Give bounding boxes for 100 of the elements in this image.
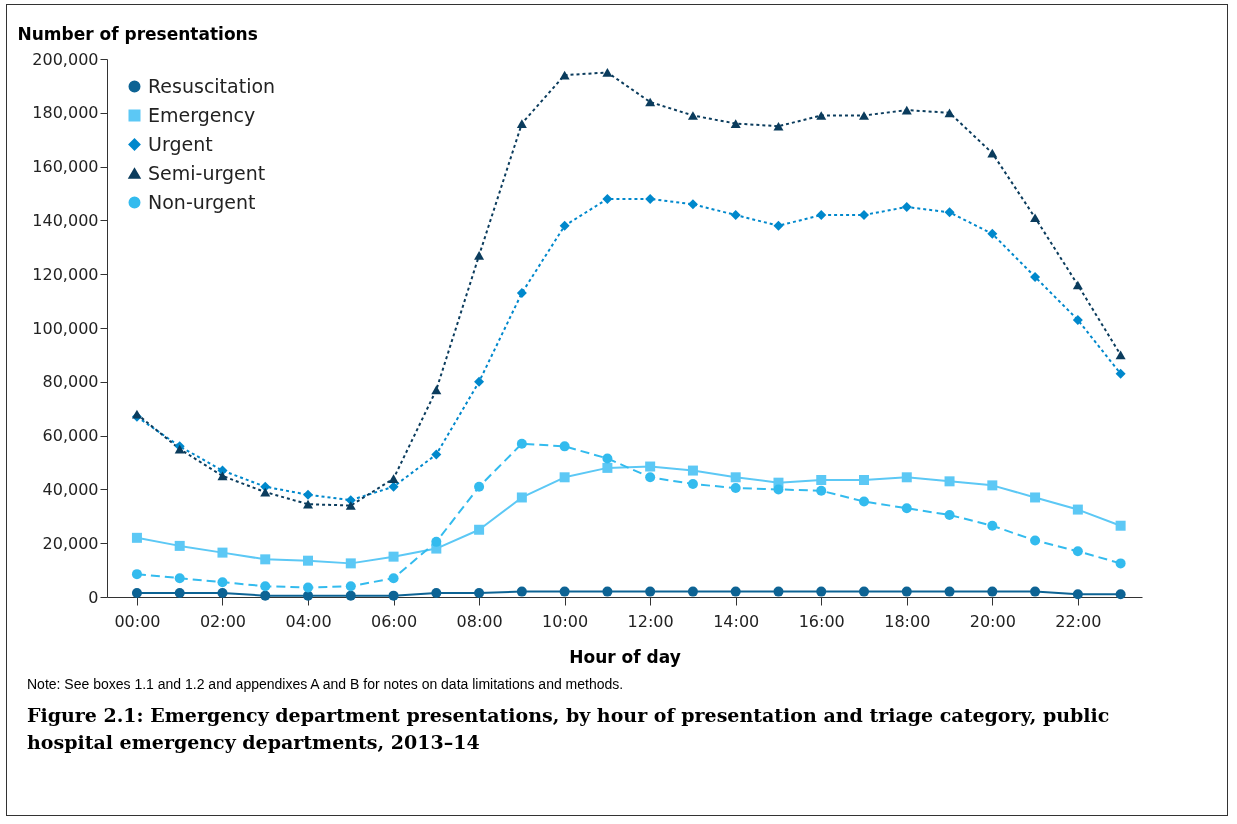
point (174, 573, 185, 584)
x-axis-title: Hour of day (569, 646, 681, 667)
point (174, 540, 185, 551)
y-tick-label: 200,000 (32, 49, 99, 69)
point (859, 111, 869, 120)
x-tick-label: 06:00 (370, 611, 418, 631)
point (1072, 280, 1083, 290)
point (303, 489, 314, 500)
point (345, 590, 356, 601)
legend-label: Emergency (148, 103, 256, 126)
point (944, 108, 955, 118)
point (687, 586, 698, 597)
y-axis-title: Number of presentations (17, 23, 258, 44)
legend-label: Non-urgent (148, 190, 256, 213)
point (516, 119, 527, 128)
point (431, 536, 442, 547)
point (260, 581, 271, 592)
x-tick-label: 20:00 (969, 611, 1016, 631)
point (645, 461, 656, 472)
point (431, 587, 442, 598)
point (131, 569, 142, 580)
point (816, 111, 827, 120)
text: Figure 2.1: Emergency department presentations, by hour of presentation and triage category, public hospital emergency departments, 2013–14 (27, 703, 1111, 755)
point (1072, 589, 1083, 600)
x-tick-label: 00:00 (114, 611, 161, 631)
point (1072, 546, 1083, 557)
point (345, 558, 356, 569)
point (1072, 504, 1083, 515)
point (687, 111, 698, 120)
point (987, 228, 998, 239)
point (217, 577, 228, 588)
point (687, 479, 698, 490)
point (859, 210, 869, 221)
y-tick-label: 60,000 (42, 426, 99, 446)
x-tick-label: 18:00 (884, 611, 931, 631)
point (1115, 368, 1126, 379)
point (1030, 492, 1041, 503)
y-tick-label: 20,000 (42, 533, 99, 553)
x-tick-label: 02:00 (199, 611, 247, 631)
point (944, 509, 955, 520)
point (645, 97, 656, 107)
point (1030, 213, 1041, 223)
point (816, 474, 827, 485)
point (901, 201, 912, 212)
point (559, 441, 570, 452)
point (944, 476, 955, 487)
point (431, 385, 442, 395)
point (303, 555, 314, 566)
y-tick-label: 160,000 (32, 157, 99, 177)
point (131, 532, 142, 543)
point (901, 586, 912, 597)
point (217, 587, 228, 598)
point (516, 288, 527, 299)
point (1115, 589, 1126, 600)
point (559, 70, 570, 80)
x-tick-label: 04:00 (285, 611, 332, 631)
point (388, 551, 399, 562)
x-tick-label: 22:00 (1055, 611, 1102, 631)
point (260, 487, 271, 497)
point (602, 68, 613, 77)
point (602, 586, 613, 597)
point (602, 462, 613, 473)
point (645, 586, 656, 597)
y-tick-label: 140,000 (32, 210, 99, 230)
point (388, 590, 399, 601)
legend-label: Semi-urgent (148, 161, 266, 184)
point (944, 586, 955, 597)
point (901, 472, 912, 483)
point (303, 582, 314, 593)
point (388, 474, 399, 483)
point (474, 481, 485, 492)
point (987, 520, 998, 531)
point (474, 251, 485, 260)
point (303, 499, 314, 509)
x-tick-label: 14:00 (713, 611, 760, 631)
point (474, 376, 485, 387)
point (260, 590, 271, 601)
point (602, 453, 613, 464)
point (345, 501, 356, 510)
x-tick-label: 16:00 (798, 611, 845, 631)
y-tick-label: 180,000 (32, 103, 99, 123)
text: Note: See boxes 1.1 and 1.2 and appendixes A and B for notes on data limitations and methods. (27, 676, 625, 692)
point (345, 581, 356, 592)
point (773, 484, 784, 495)
point (687, 465, 698, 476)
point (730, 472, 741, 483)
point (645, 193, 656, 204)
point (388, 573, 399, 584)
x-tick-label: 12:00 (627, 611, 674, 631)
point (773, 220, 784, 231)
point (516, 586, 527, 597)
point (730, 483, 741, 494)
y-tick-label: 100,000 (32, 318, 99, 338)
point (816, 210, 827, 221)
point (901, 503, 912, 514)
point (816, 586, 827, 597)
point (559, 220, 570, 231)
point (174, 587, 185, 598)
point (217, 471, 228, 481)
point (859, 474, 869, 485)
